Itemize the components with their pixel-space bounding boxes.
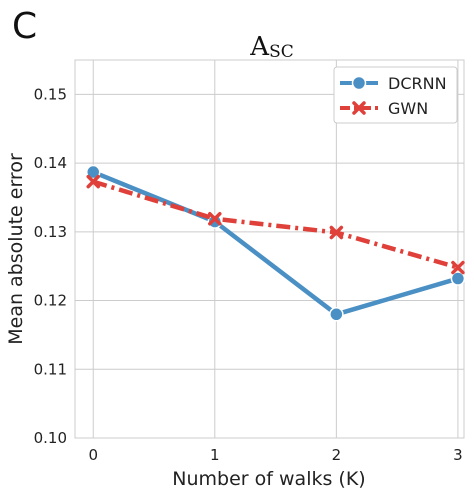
x-axis-label: Number of walks (K): [172, 468, 365, 490]
y-axis-label: Mean absolute error: [5, 153, 27, 345]
data-point-dcrnn: [450, 271, 466, 286]
x-tick-label: 0: [88, 446, 98, 464]
data-point-gwn: [329, 225, 344, 240]
chart-title: ASC: [249, 32, 293, 62]
series-line-gwn: [92, 179, 459, 270]
series-gwn: [86, 174, 465, 275]
x-tick-label: 2: [332, 446, 342, 464]
y-tick-label: 0.12: [34, 292, 67, 310]
chart-title-sub: SC: [269, 42, 294, 62]
legend-marker-gwn: [352, 101, 366, 115]
y-tick-label: 0.11: [34, 360, 67, 378]
tick-labels: 0.10 0.11 0.12 0.13 0.14 0.15 0 1 2 3: [34, 85, 463, 464]
legend: DCRNN GWN: [333, 66, 458, 124]
x-tick-label: 1: [210, 446, 220, 464]
series-dcrnn: [85, 164, 466, 322]
data-point-dcrnn: [85, 164, 101, 180]
x-tick-label: 3: [453, 446, 463, 464]
data-point-gwn: [451, 260, 465, 275]
data-point-gwn: [86, 174, 100, 189]
y-tick-label: 0.13: [34, 223, 67, 241]
data-point-gwn: [208, 212, 222, 226]
y-tick-label: 0.15: [34, 85, 67, 103]
legend-label-dcrnn: DCRNN: [388, 74, 447, 93]
legend-label-gwn: GWN: [388, 99, 428, 118]
y-tick-label: 0.14: [34, 154, 67, 172]
legend-marker-dcrnn: [351, 75, 367, 91]
data-point-dcrnn: [329, 307, 344, 322]
panel-letter: C: [12, 6, 37, 47]
data-point-dcrnn: [207, 214, 223, 229]
series-line-dcrnn: [92, 169, 459, 317]
series-layer: [85, 164, 466, 322]
y-tick-label: 0.10: [34, 429, 67, 447]
chart-title-main: A: [249, 32, 270, 62]
